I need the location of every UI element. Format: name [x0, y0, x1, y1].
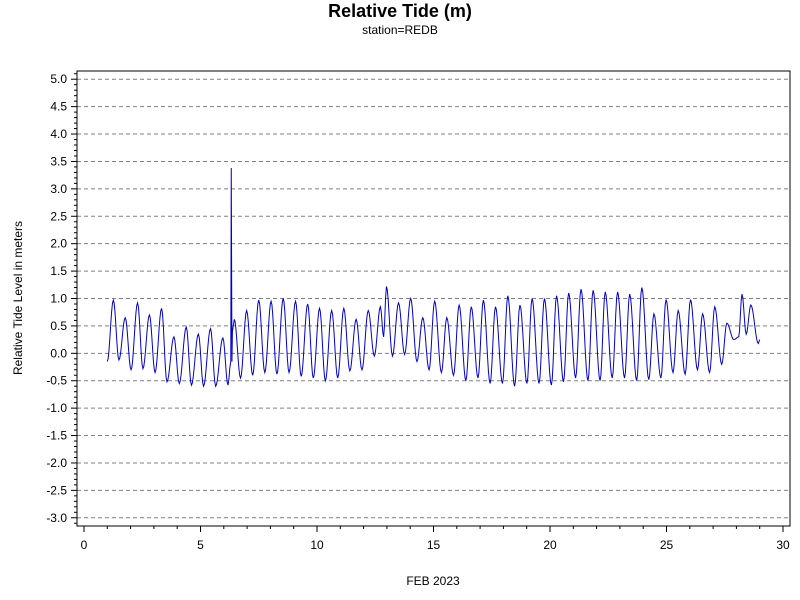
y-tick-label: -1.0	[46, 401, 67, 415]
y-tick-label: 3.5	[50, 154, 67, 168]
y-tick-label: -2.5	[46, 483, 67, 497]
grid-lines	[77, 78, 790, 519]
chart-title: Relative Tide (m)	[328, 1, 472, 21]
x-tick-label: 30	[776, 538, 790, 552]
y-tick-label: 0.5	[50, 319, 67, 333]
series-group	[106, 168, 761, 388]
y-axis-label: Relative Tide Level in meters	[11, 221, 25, 375]
x-tick-label: 10	[310, 538, 324, 552]
y-tick-label: 4.5	[50, 100, 67, 114]
y-axis: 5.0 4.5 4.0 3.5 3.0 2.5 2.0 1.5 1.0 0.5 0.0 -0.5 -1.…	[46, 72, 77, 525]
y-tick-label: 2.0	[50, 237, 67, 251]
y-tick-label: 3.0	[50, 182, 67, 196]
x-tick-label: 20	[543, 538, 557, 552]
x-tick-label: 15	[427, 538, 441, 552]
x-axis: 0 5 10 15 20 25 30	[81, 526, 790, 552]
y-tick-label: -3.0	[46, 511, 67, 525]
y-tick-label: 0.0	[50, 346, 67, 360]
y-tick-label: 4.0	[50, 127, 67, 141]
x-axis-label: FEB 2023	[406, 574, 460, 588]
y-tick-label: 1.5	[50, 264, 67, 278]
y-tick-label: -2.0	[46, 456, 67, 470]
y-tick-label: -0.5	[46, 374, 67, 388]
y-tick-label: -1.5	[46, 429, 67, 443]
x-tick-label: 5	[197, 538, 204, 552]
chart-subtitle: station=REDB	[362, 23, 438, 37]
series-line-0	[106, 168, 761, 388]
y-tick-label: 1.0	[50, 292, 67, 306]
x-tick-label: 25	[660, 538, 674, 552]
x-tick-label: 0	[81, 538, 88, 552]
y-tick-label: 2.5	[50, 209, 67, 223]
y-tick-label: 5.0	[50, 72, 67, 86]
